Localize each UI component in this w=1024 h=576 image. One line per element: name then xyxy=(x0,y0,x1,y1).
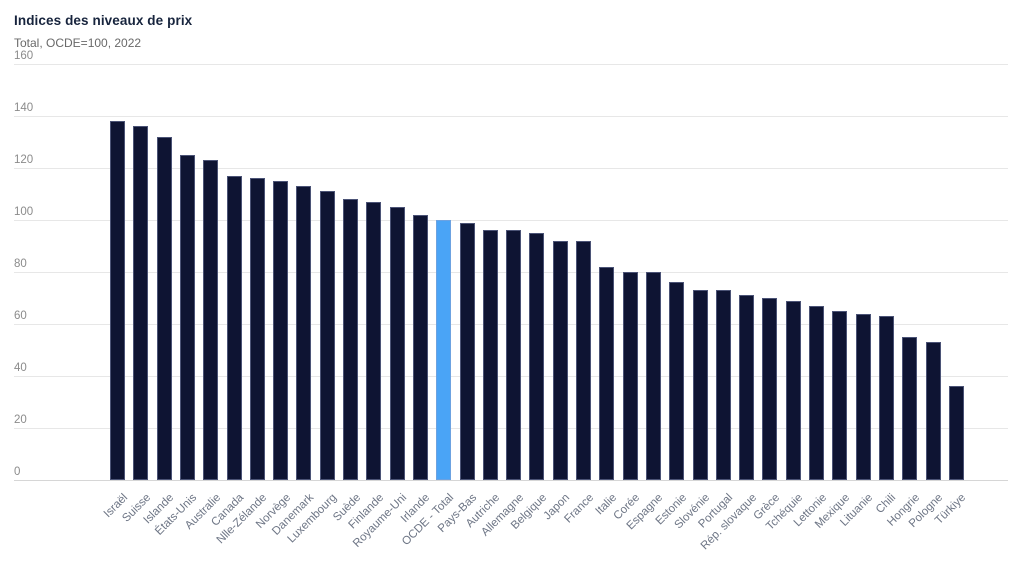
bar-italie[interactable] xyxy=(599,266,615,480)
bar-slov-nie[interactable] xyxy=(692,290,708,480)
y-axis-tick-label: 140 xyxy=(14,102,34,114)
bar-lituanie[interactable] xyxy=(855,313,871,480)
bar-t-rkiye[interactable] xyxy=(948,386,964,480)
bar-suisse[interactable] xyxy=(133,126,149,480)
bar-pays-bas[interactable] xyxy=(459,222,475,480)
bar-canada[interactable] xyxy=(226,175,242,480)
bar-gr-ce[interactable] xyxy=(762,298,778,480)
bar--tats-unis[interactable] xyxy=(179,155,195,480)
bar-luxembourg[interactable] xyxy=(319,191,335,480)
bar-finlande[interactable] xyxy=(366,201,382,480)
chart-title: Indices des niveaux de prix xyxy=(14,13,193,28)
bar-norv-ge[interactable] xyxy=(273,181,289,480)
bar-ocde-total[interactable] xyxy=(436,220,452,480)
bar-autriche[interactable] xyxy=(482,230,498,480)
bar-estonie[interactable] xyxy=(669,282,685,480)
bar-allemagne[interactable] xyxy=(506,230,522,480)
y-axis-tick-label: 100 xyxy=(14,206,34,218)
bar-lettonie[interactable] xyxy=(809,305,824,480)
bar-su-de[interactable] xyxy=(343,199,358,480)
bar-france[interactable] xyxy=(576,240,591,480)
bar-hongrie[interactable] xyxy=(902,337,918,480)
bar-cor-e[interactable] xyxy=(622,272,638,480)
plot-area: 0 20 40 60 80 100 120 140 160 Israël Suisse Islande… xyxy=(14,0,1008,576)
y-axis-tick-label: 60 xyxy=(14,310,27,322)
bar-australie[interactable] xyxy=(203,160,219,480)
bar-espagne[interactable] xyxy=(645,272,661,480)
y-axis-tick-label: 120 xyxy=(14,154,34,166)
bar-pologne[interactable] xyxy=(925,342,941,480)
gridline-120 xyxy=(14,168,1008,169)
bar-islande[interactable] xyxy=(156,136,172,480)
y-axis-tick-label: 80 xyxy=(14,258,27,270)
bar-belgique[interactable] xyxy=(529,233,545,480)
bar-tch-quie[interactable] xyxy=(785,300,801,480)
gridline-160 xyxy=(14,64,1008,65)
bar-danemark[interactable] xyxy=(296,186,312,480)
y-axis-tick-label: 40 xyxy=(14,362,27,374)
bar-portugal[interactable] xyxy=(715,290,731,480)
bar-royaume-uni[interactable] xyxy=(389,207,405,480)
gridline-100 xyxy=(14,220,1008,221)
y-axis-tick-label: 0 xyxy=(14,466,21,478)
bar-isra-l[interactable] xyxy=(110,121,125,480)
y-axis-tick-label: 20 xyxy=(14,414,27,426)
bar-chili[interactable] xyxy=(878,316,894,480)
chart-subtitle: Total, OCDE=100, 2022 xyxy=(14,36,142,50)
gridline-0 xyxy=(14,480,1008,481)
bar-nlle-z-lande[interactable] xyxy=(249,178,265,480)
bar-mexique[interactable] xyxy=(832,311,848,480)
bar-r-p-slovaque[interactable] xyxy=(739,295,755,480)
bar-irlande[interactable] xyxy=(412,214,428,480)
bar-japon[interactable] xyxy=(552,240,568,480)
y-axis-tick-label: 160 xyxy=(14,50,34,62)
gridline-140 xyxy=(14,116,1008,117)
